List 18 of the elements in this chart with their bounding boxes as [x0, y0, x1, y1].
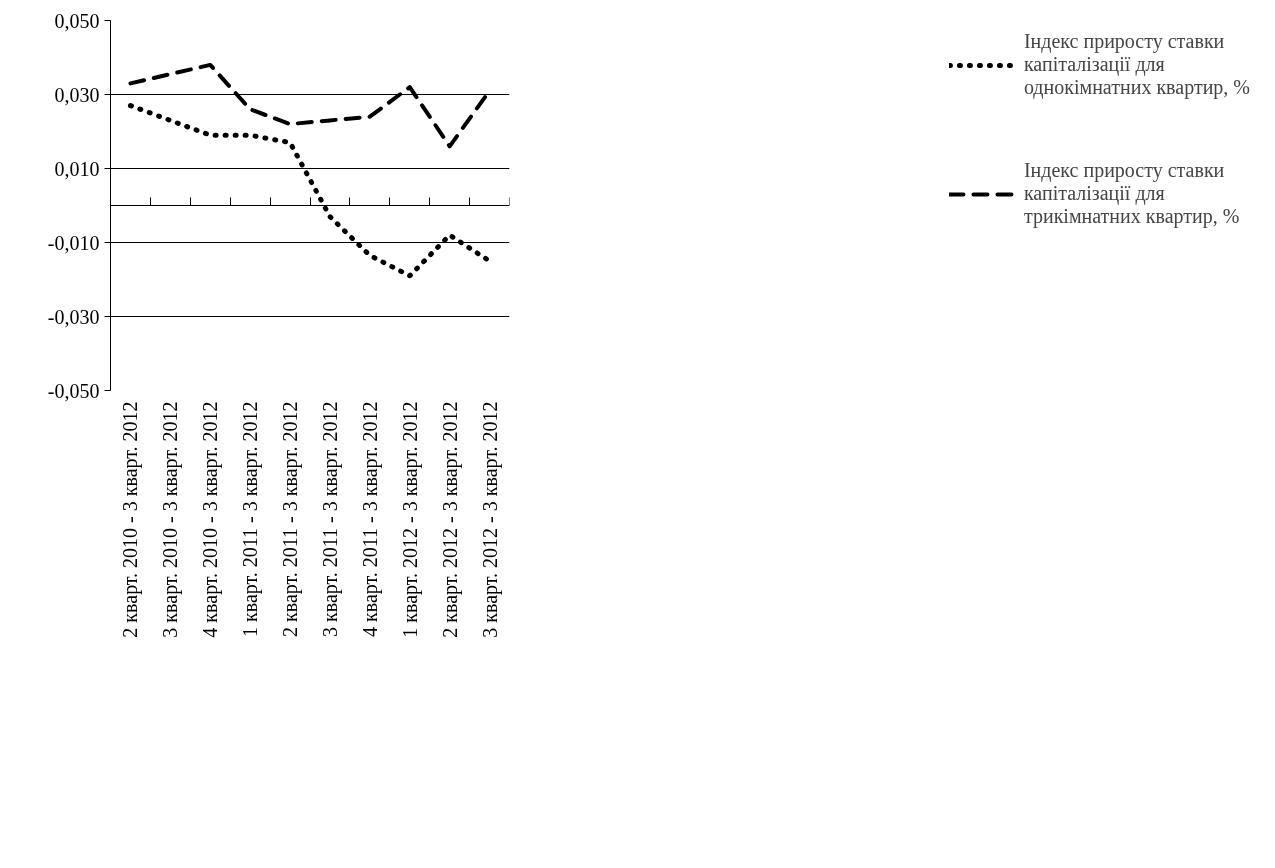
x-tick-label: 1 кварт. 2012 - 3 кварт. 2012 [398, 401, 422, 638]
legend-label: Індекс приросту ставки капіталізації для однокімнатних квартир, % [1023, 30, 1250, 99]
x-tick-label: 2 кварт. 2012 - 3 кварт. 2012 [438, 401, 462, 638]
x-tick-label: 3 кварт. 2010 - 3 кварт. 2012 [159, 401, 183, 638]
x-tick-label: 4 кварт. 2010 - 3 кварт. 2012 [199, 401, 223, 638]
y-tick-label: -0,050 [47, 379, 100, 402]
x-tick-label: 1 кварт. 2011 - 3 кварт. 2012 [239, 401, 263, 637]
legend-label: Індекс приросту ставки капіталізації для трикімнатних квартир, % [1023, 159, 1240, 228]
x-tick-label: 2 кварт. 2011 - 3 кварт. 2012 [279, 401, 303, 637]
x-tick-label: 3 кварт. 2012 - 3 кварт. 2012 [478, 401, 502, 638]
y-tick-label: -0,010 [47, 231, 100, 254]
x-tick-label: 4 кварт. 2011 - 3 кварт. 2012 [358, 401, 382, 637]
x-tick-label: 2 кварт. 2010 - 3 кварт. 2012 [119, 401, 143, 638]
y-tick-label: 0,030 [54, 83, 100, 106]
y-tick-label: -0,030 [47, 305, 100, 328]
y-tick-label: 0,010 [54, 157, 100, 180]
x-tick-label: 3 кварт. 2011 - 3 кварт. 2012 [318, 401, 342, 637]
y-tick-label: 0,050 [54, 9, 100, 32]
